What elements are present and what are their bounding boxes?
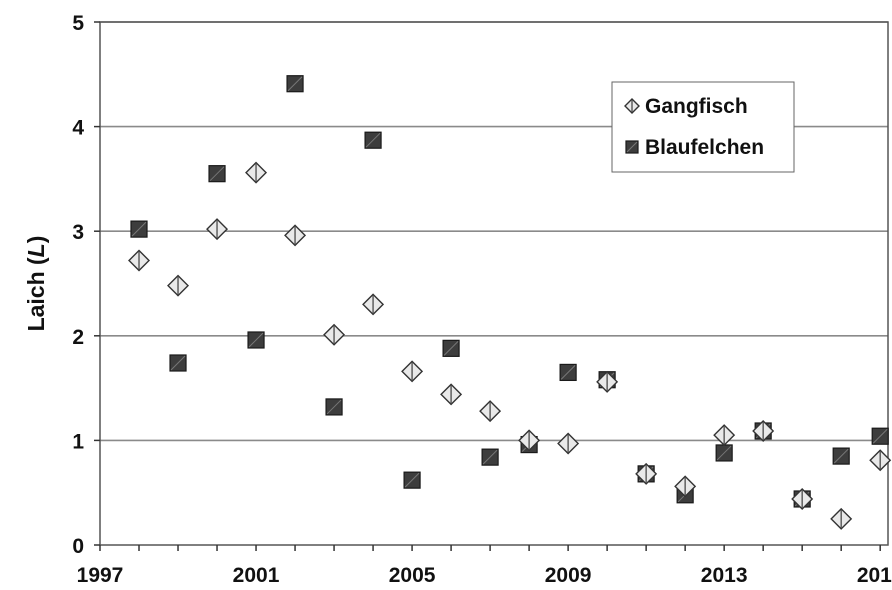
x-tick-label: 2017 xyxy=(857,564,892,587)
point-gangfisch xyxy=(674,475,697,498)
x-axis-tick-labels: 1997 2001 2005 2009 2013 2017 xyxy=(77,564,892,587)
legend-item-gangfisch: Gangfisch xyxy=(624,95,748,118)
point-gangfisch xyxy=(752,419,775,442)
y-axis-tick-labels: 0 1 2 3 4 5 xyxy=(72,12,84,558)
point-gangfisch xyxy=(479,400,502,423)
point-blaufelchen xyxy=(208,165,226,183)
point-gangfisch xyxy=(284,224,307,247)
point-gangfisch xyxy=(869,449,892,472)
point-gangfisch xyxy=(167,274,190,297)
point-gangfisch xyxy=(245,161,268,184)
legend-label: Blaufelchen xyxy=(645,136,764,159)
point-blaufelchen xyxy=(364,131,382,149)
y-axis-title-prefix: Laich ( xyxy=(23,257,49,331)
x-tick-label: 1997 xyxy=(77,564,124,587)
legend-box xyxy=(611,81,795,173)
y-tick-label: 0 xyxy=(72,535,84,558)
data-points xyxy=(128,75,892,530)
point-blaufelchen xyxy=(871,427,889,445)
point-blaufelchen xyxy=(130,220,148,238)
point-blaufelchen xyxy=(403,471,421,489)
square-marker-icon xyxy=(625,140,639,154)
point-gangfisch xyxy=(596,370,619,393)
y-axis-title-variable: L xyxy=(23,243,49,257)
point-gangfisch xyxy=(323,323,346,346)
point-gangfisch xyxy=(830,507,853,530)
x-tick-label: 2005 xyxy=(389,564,436,587)
y-axis-title-suffix: ) xyxy=(23,236,49,244)
y-tick-label: 2 xyxy=(72,326,84,349)
point-gangfisch xyxy=(557,432,580,455)
axis-ticks xyxy=(94,21,881,551)
legend-item-blaufelchen: Blaufelchen xyxy=(625,136,764,159)
point-blaufelchen xyxy=(442,339,460,357)
point-gangfisch xyxy=(518,429,541,452)
y-tick-label: 5 xyxy=(72,12,84,35)
point-blaufelchen xyxy=(286,75,304,93)
x-tick-label: 2013 xyxy=(701,564,748,587)
y-axis-title: Laich (L) xyxy=(23,236,49,332)
y-tick-label: 1 xyxy=(72,430,84,453)
point-gangfisch xyxy=(440,383,463,406)
point-blaufelchen xyxy=(715,444,733,462)
plot-area-frame xyxy=(99,21,889,546)
point-blaufelchen xyxy=(169,354,187,372)
legend-items: Gangfisch Blaufelchen xyxy=(624,95,764,159)
y-tick-label: 3 xyxy=(72,221,84,244)
point-blaufelchen xyxy=(559,363,577,382)
point-blaufelchen xyxy=(481,448,499,466)
point-gangfisch xyxy=(362,293,385,316)
point-blaufelchen xyxy=(325,398,343,416)
point-blaufelchen xyxy=(247,331,265,349)
point-gangfisch xyxy=(401,360,424,383)
y-tick-label: 4 xyxy=(72,117,84,140)
point-gangfisch xyxy=(713,424,736,447)
point-gangfisch xyxy=(206,218,229,241)
legend: Gangfisch Blaufelchen xyxy=(611,81,795,173)
point-gangfisch xyxy=(791,487,814,510)
point-blaufelchen xyxy=(832,447,850,465)
point-gangfisch xyxy=(635,462,658,485)
point-gangfisch xyxy=(128,249,150,272)
diamond-marker-icon xyxy=(624,98,640,114)
legend-label: Gangfisch xyxy=(645,95,748,118)
x-tick-label: 2009 xyxy=(545,564,592,587)
x-tick-label: 2001 xyxy=(233,564,280,587)
